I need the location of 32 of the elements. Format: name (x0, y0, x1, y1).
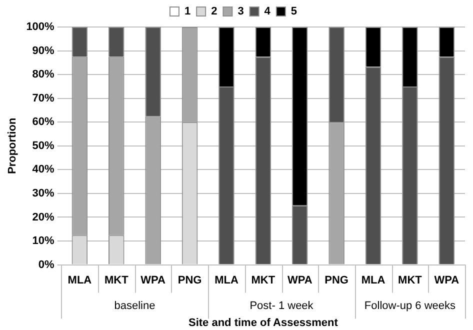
x-tick-label: WPA (140, 274, 166, 286)
x-tick-label: MKT (104, 274, 129, 286)
y-tick-label: 80% (32, 68, 55, 81)
text: baseline (114, 300, 156, 312)
y-tick-label: 70% (32, 92, 55, 104)
y-axis-title: Proportion (6, 118, 19, 174)
legend-label: 5 (290, 6, 298, 18)
y-tick-label: 100% (26, 21, 55, 34)
y-tick-label: 30% (32, 187, 55, 200)
y-tick-label: 40% (32, 164, 55, 176)
x-tick-label: MKT (251, 274, 276, 286)
legend-label: 3 (238, 6, 244, 18)
x-tick-label: MLA (68, 274, 92, 286)
y-tick-label: 90% (32, 44, 55, 57)
y-tick-label: 20% (32, 211, 55, 224)
x-tick-label: WPA (287, 274, 312, 286)
x-tick-label: PNG (178, 274, 202, 286)
legend-label: 4 (264, 6, 272, 18)
legend-label: 2 (211, 6, 218, 18)
x-tick-label: PNG (324, 274, 348, 286)
y-tick-label: 10% (32, 235, 55, 248)
legend-label: 1 (184, 6, 191, 18)
text: Post- 1 week (250, 300, 314, 312)
y-tick-label: 60% (32, 116, 55, 128)
x-axis-title: Site and time of Assessment (188, 316, 338, 329)
y-tick-label: 0% (38, 258, 55, 271)
y-tick-label: 50% (32, 140, 55, 152)
x-tick-label: MKT (398, 274, 422, 286)
x-tick-label: WPA (434, 274, 460, 286)
text: Follow-up 6 weeks (364, 300, 456, 312)
x-tick-label: MLA (214, 274, 238, 286)
x-tick-label: MLA (361, 274, 386, 286)
